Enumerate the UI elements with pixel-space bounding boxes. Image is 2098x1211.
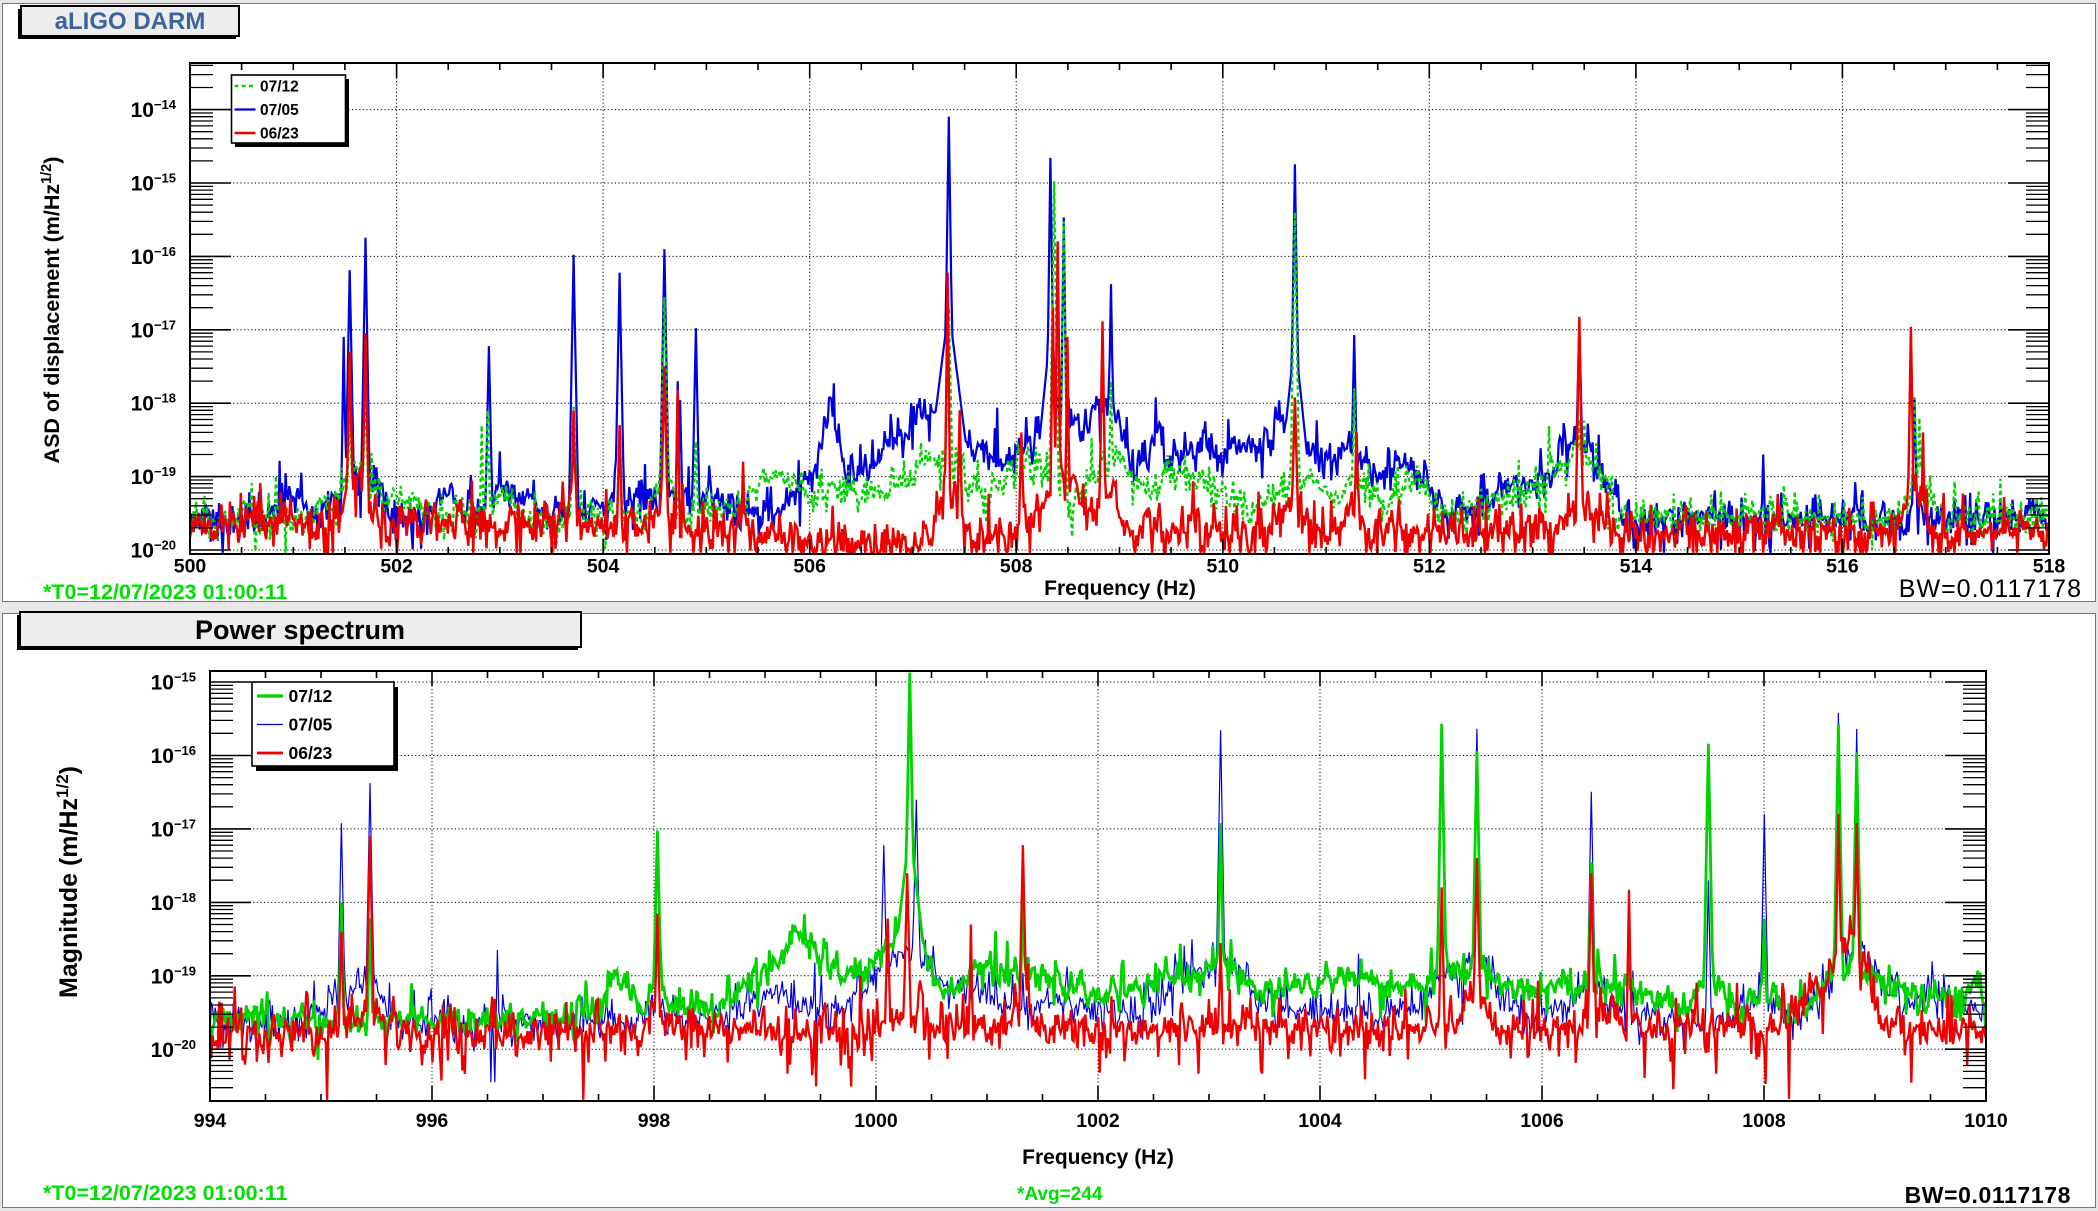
- svg-text:06/23: 06/23: [289, 743, 333, 763]
- svg-text:10−17: 10−17: [131, 317, 176, 342]
- svg-text:10−19: 10−19: [131, 464, 176, 489]
- svg-text:06/23: 06/23: [260, 126, 299, 143]
- svg-text:*T0=12/07/2023 01:00:11: *T0=12/07/2023 01:00:11: [43, 1181, 288, 1205]
- svg-text:996: 996: [416, 1110, 449, 1132]
- svg-text:1010: 1010: [1964, 1110, 2008, 1132]
- svg-text:994: 994: [194, 1110, 227, 1132]
- svg-text:Power spectrum: Power spectrum: [195, 615, 405, 645]
- svg-text:10−20: 10−20: [131, 538, 176, 563]
- svg-text:500: 500: [174, 556, 207, 578]
- svg-text:ASD of displacement (m/Hz1/2): ASD of displacement (m/Hz1/2): [39, 157, 64, 464]
- svg-text:10−18: 10−18: [151, 890, 196, 915]
- svg-text:aLIGO DARM: aLIGO DARM: [55, 8, 206, 35]
- svg-text:Magnitude (m/Hz1/2): Magnitude (m/Hz1/2): [53, 766, 83, 998]
- svg-text:07/12: 07/12: [289, 686, 333, 706]
- svg-text:07/12: 07/12: [260, 79, 299, 96]
- svg-text:510: 510: [1207, 556, 1240, 578]
- svg-text:*Avg=244: *Avg=244: [1017, 1184, 1103, 1205]
- svg-text:512: 512: [1413, 556, 1446, 578]
- svg-text:1002: 1002: [1076, 1110, 1120, 1132]
- svg-text:07/05: 07/05: [260, 102, 299, 119]
- svg-text:504: 504: [587, 556, 620, 578]
- svg-text:1004: 1004: [1298, 1110, 1342, 1132]
- svg-text:508: 508: [1000, 556, 1033, 578]
- svg-text:*T0=12/07/2023 01:00:11: *T0=12/07/2023 01:00:11: [43, 580, 288, 604]
- svg-text:502: 502: [380, 556, 413, 578]
- svg-text:518: 518: [2033, 556, 2066, 578]
- svg-text:506: 506: [793, 556, 826, 578]
- svg-text:998: 998: [638, 1110, 671, 1132]
- svg-text:514: 514: [1620, 556, 1653, 578]
- svg-text:1008: 1008: [1742, 1110, 1786, 1132]
- svg-text:Frequency (Hz): Frequency (Hz): [1022, 1146, 1174, 1169]
- svg-text:BW=0.0117178: BW=0.0117178: [1899, 575, 2082, 603]
- svg-text:1000: 1000: [854, 1110, 898, 1132]
- svg-text:BW=0.0117178: BW=0.0117178: [1905, 1182, 2071, 1208]
- svg-text:516: 516: [1826, 556, 1859, 578]
- svg-text:07/05: 07/05: [289, 715, 333, 735]
- svg-text:1006: 1006: [1520, 1110, 1564, 1132]
- svg-text:Frequency (Hz): Frequency (Hz): [1044, 577, 1196, 600]
